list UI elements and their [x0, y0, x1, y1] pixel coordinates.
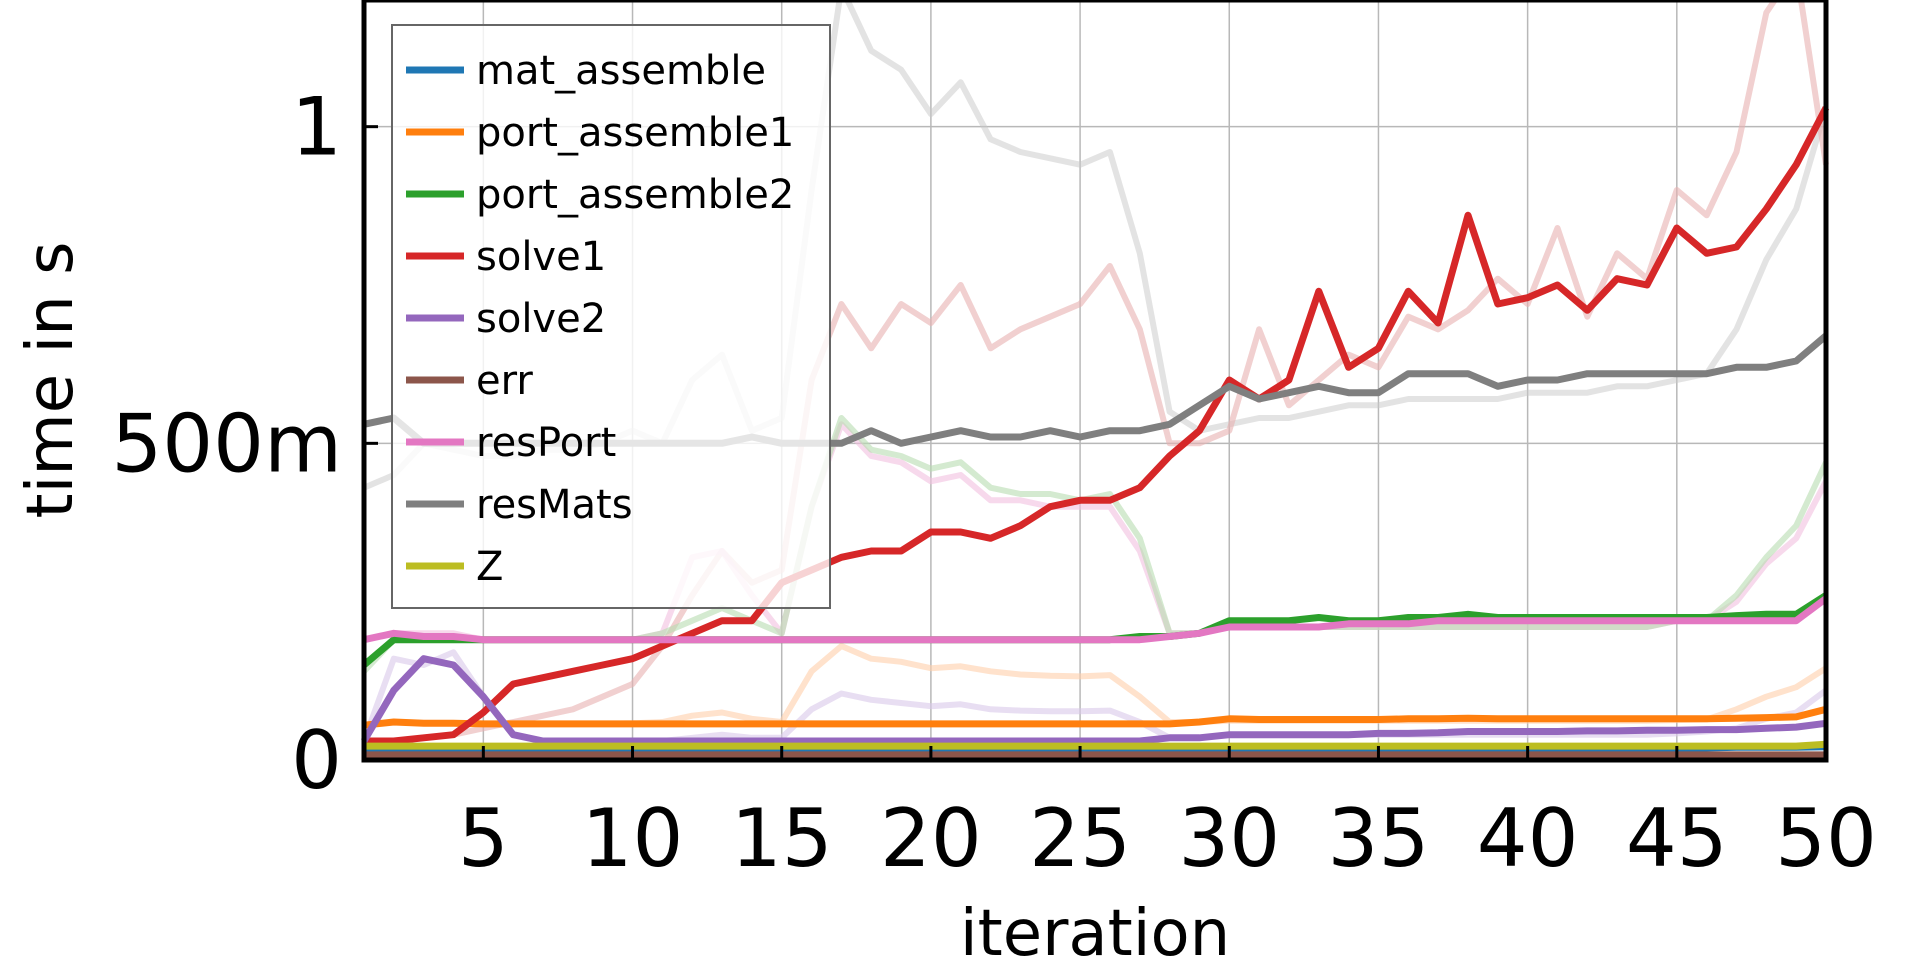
legend-label-port_assemble2: port_assemble2 — [476, 172, 794, 218]
legend-label-mat_assemble: mat_assemble — [476, 48, 766, 94]
legend-label-solve2: solve2 — [476, 296, 606, 342]
series-line-Z — [364, 740, 1827, 750]
x-axis-title: iteration — [960, 897, 1230, 960]
legend-label-resPort: resPort — [476, 420, 616, 466]
x-tick-label: 5 — [458, 792, 509, 885]
x-tick-label: 25 — [1029, 792, 1131, 885]
legend-label-resMats: resMats — [476, 482, 633, 528]
legend-box — [391, 24, 831, 609]
plot-frame — [361, 0, 1829, 763]
legend-items: mat_assemble port_assemble1 port_assemble2… — [406, 48, 794, 590]
x-tick-label: 35 — [1328, 792, 1430, 885]
x-tick-label: 40 — [1477, 792, 1579, 885]
legend-label-solve1: solve1 — [476, 234, 606, 280]
legend-label-port_assemble1: port_assemble1 — [476, 110, 794, 156]
x-tick-label: 45 — [1626, 792, 1728, 885]
series-line-solve1 — [364, 106, 1830, 745]
y-axis-ticks: 0 500m 1 — [111, 81, 378, 807]
y-tick-label: 1 — [291, 81, 342, 174]
legend: mat_assemble port_assemble1 port_assemble2… — [391, 24, 831, 609]
x-axis-ticks: 5 10 15 20 25 30 35 40 45 50 — [458, 746, 1877, 885]
y-tick-label: 500m — [111, 397, 342, 490]
series-line-solve2 — [360, 655, 1827, 745]
series-line-port_assemble1 — [363, 705, 1827, 729]
x-tick-label: 20 — [880, 792, 982, 885]
series-line-resPort — [363, 595, 1829, 644]
y-axis-title: time in s — [14, 242, 88, 519]
legend-label-err: err — [476, 358, 533, 404]
x-tick-label: 10 — [582, 792, 684, 885]
x-tick-label: 50 — [1775, 792, 1877, 885]
x-tick-label: 30 — [1178, 792, 1280, 885]
x-tick-label: 15 — [731, 792, 833, 885]
y-tick-label: 0 — [291, 714, 342, 807]
legend-label-Z: Z — [476, 544, 503, 590]
